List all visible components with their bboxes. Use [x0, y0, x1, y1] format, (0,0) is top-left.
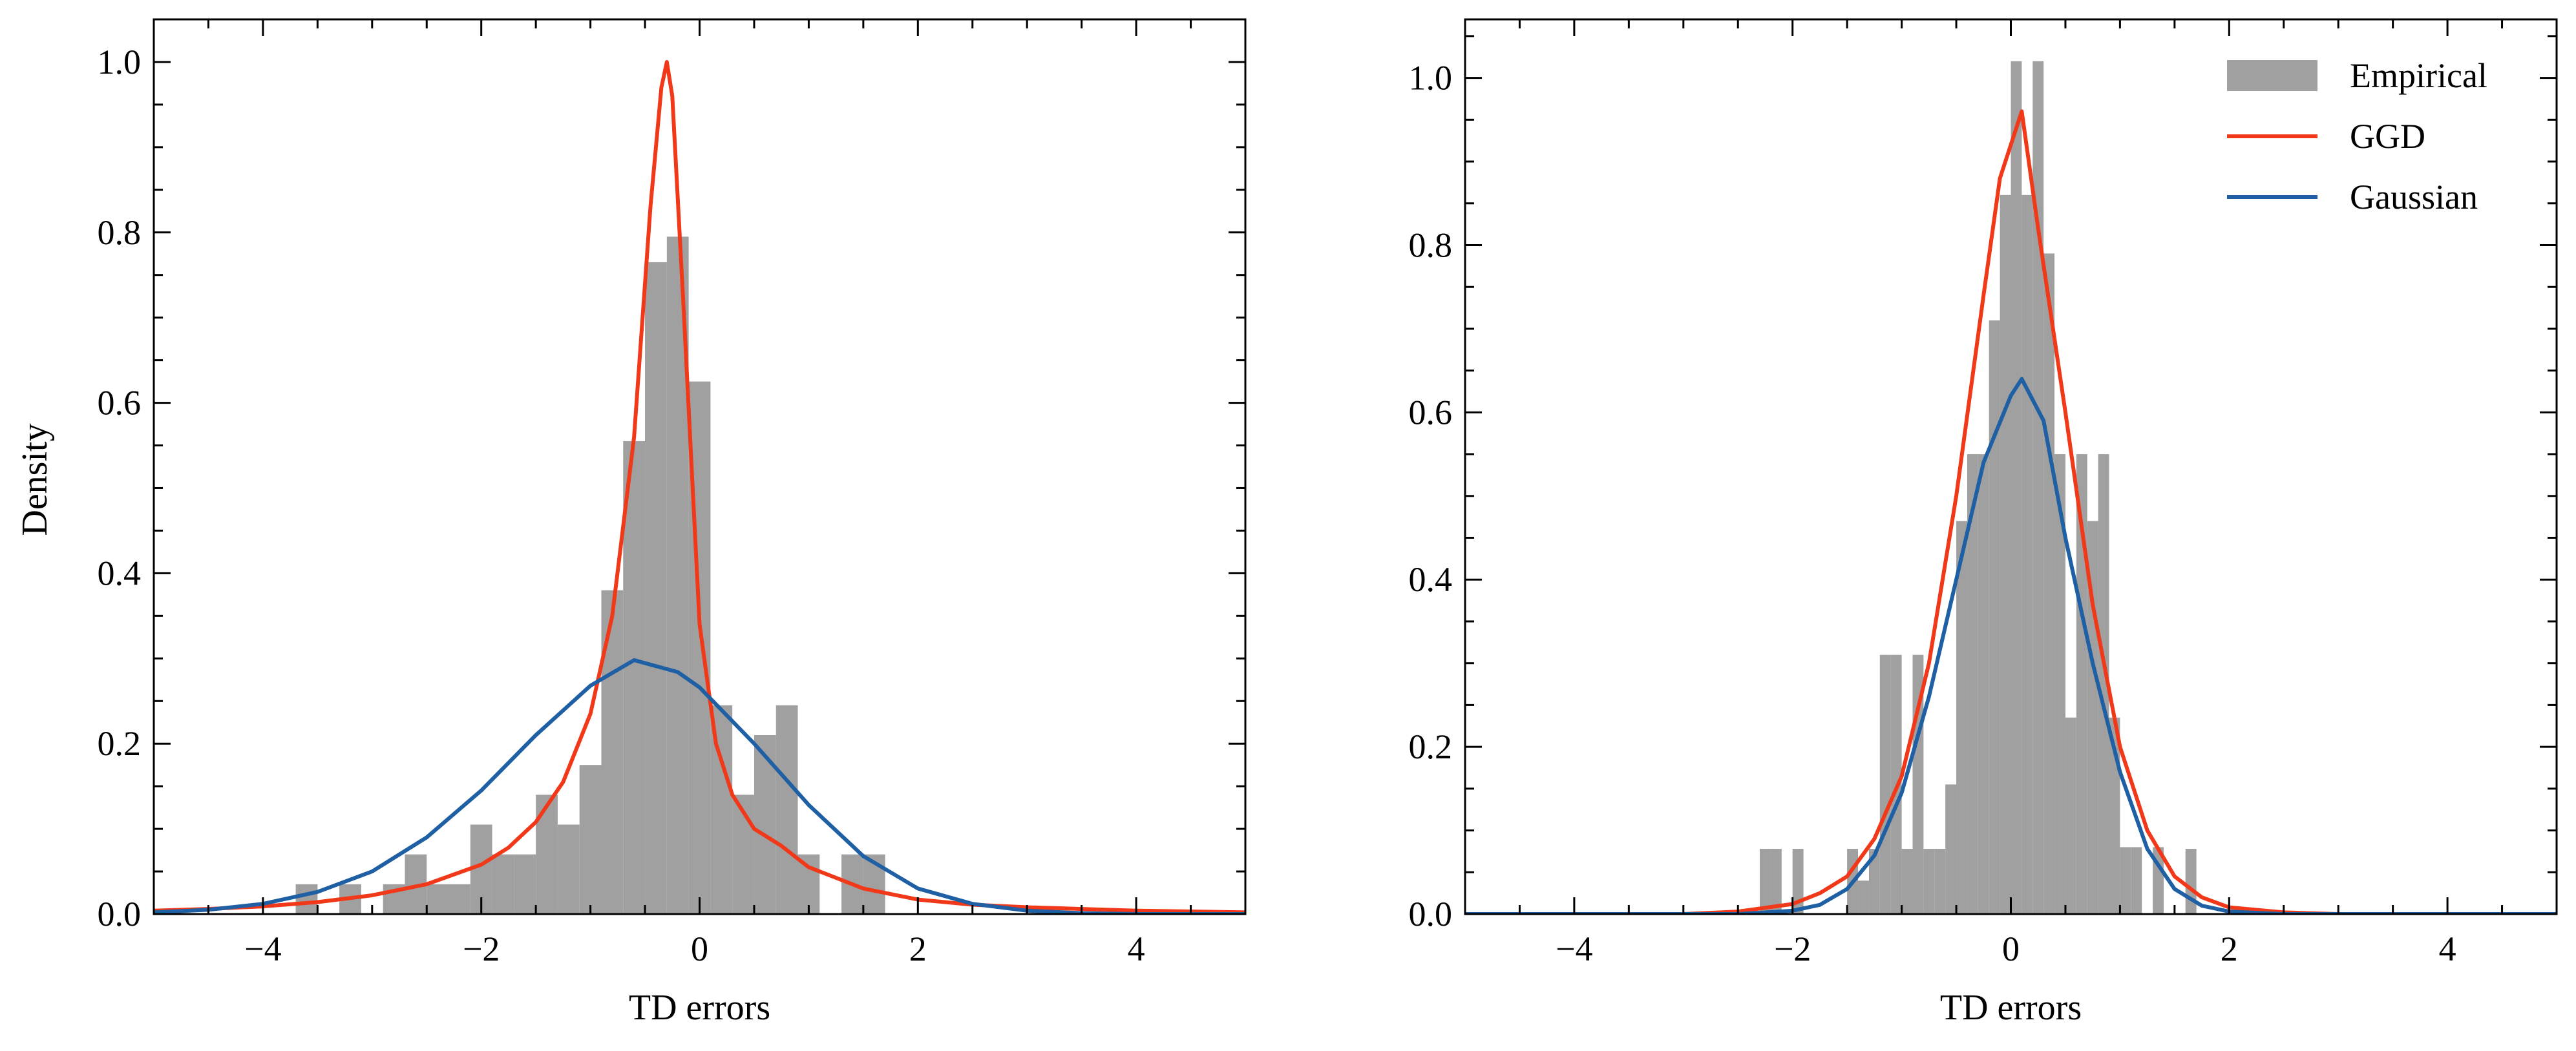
y-tick-label: 1.0: [1409, 59, 1453, 98]
histogram-bar: [797, 854, 820, 914]
histogram-bar: [1770, 849, 1782, 914]
histogram-bar: [1879, 654, 1891, 914]
plot-area: [1465, 61, 2557, 914]
plot-area: [154, 59, 1245, 914]
histogram-bar: [1934, 849, 1946, 914]
y-tick-label: 0.6: [1409, 393, 1453, 432]
x-tick-label: 4: [1128, 930, 1145, 968]
gaussian-curve: [154, 658, 1245, 914]
histogram-bar: [449, 884, 470, 914]
y-tick-label: 1.0: [98, 43, 142, 81]
histogram-bar: [2131, 847, 2142, 914]
histogram-bar: [557, 824, 580, 914]
legend-label: Empirical: [2350, 56, 2487, 95]
histogram-bar: [623, 441, 646, 914]
x-tick-label: 2: [909, 930, 927, 968]
histogram-bar: [2032, 61, 2044, 914]
x-axis-label: TD errors: [1940, 988, 2082, 1028]
histogram-bar: [1858, 880, 1869, 914]
histogram-bar: [2120, 847, 2131, 914]
histogram-bar: [2098, 454, 2109, 914]
histogram-bar: [514, 854, 536, 914]
y-tick-label: 0.8: [98, 213, 142, 252]
histogram-bar: [295, 884, 318, 914]
histogram-bar: [2000, 194, 2011, 914]
histogram-bar: [776, 705, 798, 914]
histogram-bar: [1868, 849, 1880, 914]
y-tick-label: 0.2: [1409, 727, 1453, 766]
ggd-curve: [1465, 109, 2557, 914]
histogram-bar: [427, 884, 449, 914]
histogram-bar: [2065, 717, 2076, 914]
histogram-bar: [1967, 454, 1978, 914]
ggd-curve: [154, 59, 1245, 914]
right-panel: −4 −2 0 2 4 0.0 0.2 0.4 0.6 0.8 1.0 TD errors Empiri…: [1409, 18, 2558, 1028]
x-tick-label: −4: [1556, 930, 1592, 968]
left-panel: −4 −2 0 2 4 0.0 0.2 0.4 0.6 0.8 1.0 TD errors Densit…: [15, 18, 1247, 1028]
y-tick-label: 0.6: [98, 384, 142, 422]
legend-label: GGD: [2350, 117, 2425, 156]
legend-swatch-empirical: [2227, 60, 2317, 91]
histogram-bar: [1945, 784, 1957, 914]
histogram-bar: [2185, 849, 2197, 914]
x-tick-label: 4: [2439, 930, 2456, 968]
histogram-bar: [536, 795, 558, 914]
x-tick-label: 2: [2221, 930, 2238, 968]
y-tick-label: 0.0: [1409, 895, 1453, 933]
histogram-bar: [492, 854, 514, 914]
x-axis-label: TD errors: [629, 988, 770, 1028]
histogram-bar: [2022, 194, 2033, 914]
gaussian-curve: [1465, 377, 2557, 914]
legend-label: Gaussian: [2350, 178, 2478, 216]
ticks: [1464, 19, 2558, 915]
histogram-bar: [601, 590, 624, 914]
x-tick-label: −4: [244, 930, 281, 968]
y-tick-label: 0.4: [98, 554, 142, 592]
x-tick-label: 0: [691, 930, 708, 968]
y-tick-label: 0.0: [98, 895, 142, 933]
histogram-bar: [1923, 849, 1935, 914]
histogram-bar: [1901, 849, 1913, 914]
y-tick-label: 0.2: [98, 724, 142, 763]
histogram-bar: [1989, 320, 2000, 914]
x-tick-label: 0: [2002, 930, 2020, 968]
y-axis-label: Density: [15, 423, 55, 536]
histogram-bar: [1760, 849, 1771, 914]
x-tick-label: −2: [1774, 930, 1811, 968]
histogram-bar: [2043, 253, 2055, 914]
histogram-bar: [2076, 454, 2087, 914]
x-tick-label: −2: [463, 930, 500, 968]
histogram-bar: [1978, 454, 1989, 914]
histogram-bar: [645, 262, 667, 914]
histogram-bar: [2011, 61, 2022, 914]
ticks: [153, 18, 1247, 915]
histogram-bar: [579, 765, 602, 914]
histogram-bar: [1956, 521, 1967, 914]
histogram-bar: [2054, 454, 2065, 914]
histogram-bar: [1792, 849, 1804, 914]
y-tick-label: 0.8: [1409, 225, 1453, 264]
y-tick-label: 0.4: [1409, 560, 1453, 599]
legend: Empirical GGD Gaussian: [2227, 56, 2487, 216]
